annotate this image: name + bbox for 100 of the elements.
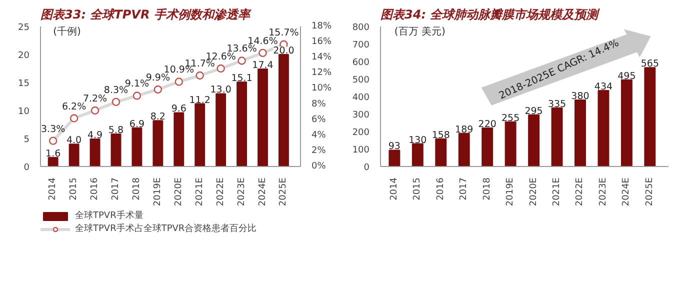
x-tick-label: 2023E	[236, 177, 247, 206]
bar	[258, 68, 268, 166]
x-tick-label: 2016	[436, 177, 446, 200]
bar	[278, 54, 289, 166]
y-tick-label: 700	[352, 40, 370, 50]
y-tick-label: 400	[352, 93, 370, 103]
legend-label: 全球TPVR手术量	[75, 210, 144, 222]
y2-tick-label: 0%	[312, 162, 326, 172]
data-label: 565	[640, 58, 659, 70]
x-tick-label: 2024E	[622, 177, 632, 206]
y2-tick-label: 18%	[312, 22, 332, 32]
bar	[236, 81, 248, 166]
bar	[174, 112, 184, 166]
y2-tick-label: 14%	[312, 52, 332, 63]
point	[174, 78, 183, 86]
data-label: 295	[524, 106, 543, 117]
y-tick-label: 20	[18, 51, 30, 61]
data-label: 130	[408, 134, 427, 146]
x-tick-label: 2025E	[644, 177, 655, 206]
x-tick-label: 2023E	[598, 177, 608, 206]
x-tick-label: 2019E	[506, 177, 516, 206]
x-tick-label: 2018	[482, 177, 492, 200]
data-label: 9.6	[171, 104, 186, 115]
x-tick-label: 2022E	[575, 177, 586, 206]
x-tick-label: 2014	[389, 177, 400, 200]
y-tick-label: 100	[352, 146, 370, 156]
data-label: 4.9	[87, 130, 103, 142]
data-label: 434	[594, 82, 613, 93]
data-label: 255	[502, 112, 520, 124]
bar	[412, 143, 424, 166]
y-axis-title: (千例)	[53, 26, 81, 38]
x-tick-label: 2019E	[152, 177, 163, 206]
y2-tick-label: 2%	[312, 146, 326, 156]
bar	[458, 132, 470, 166]
bar	[194, 103, 206, 166]
legend-label: 全球TPVR手术占全球TPVR合资格患者百分比	[75, 222, 257, 235]
data-label: 11.2	[189, 94, 210, 106]
y-tick-label: 5	[24, 135, 30, 145]
chart-title: 图表34: 全球肺动脉瓣膜市场规模及预测	[380, 8, 600, 22]
data-label: 13.0	[210, 84, 232, 96]
y-tick-label: 300	[352, 110, 370, 120]
bar	[598, 90, 610, 166]
bar	[110, 134, 122, 166]
data-label: 189	[455, 124, 474, 136]
y-tick-label: 500	[352, 76, 370, 86]
data-label: 15.7%	[268, 27, 299, 38]
data-label: 6.9	[129, 118, 145, 130]
y2-tick-label: 16%	[312, 37, 332, 48]
data-label: 5.8	[108, 125, 124, 136]
x-tick-label: 2020E	[174, 177, 184, 206]
y2-tick-label: 6%	[312, 114, 326, 125]
y2-tick-label: 8%	[312, 99, 326, 110]
point	[196, 71, 204, 80]
data-label: 17.4	[252, 60, 274, 72]
data-label: 93	[388, 141, 400, 152]
bar	[132, 127, 142, 166]
y2-tick-label: 10%	[312, 84, 332, 94]
x-tick-label: 2022E	[216, 177, 226, 206]
point	[70, 114, 78, 122]
x-tick-label: 2016	[90, 177, 100, 200]
bar	[482, 128, 494, 166]
x-tick-label: 2014	[48, 177, 58, 200]
bar	[216, 93, 226, 166]
data-label: 8.3%	[104, 84, 128, 96]
point	[154, 85, 162, 94]
y-tick-label: 600	[352, 58, 370, 68]
y-tick-label: 15	[18, 79, 30, 89]
point	[132, 92, 142, 100]
y2-tick-label: 4%	[312, 130, 326, 140]
bar	[48, 157, 58, 166]
bar	[435, 138, 447, 166]
y-tick-label: 10	[18, 107, 30, 117]
x-tick-label: 2017	[459, 178, 470, 200]
data-label: 158	[432, 130, 450, 141]
data-label: 20.0	[273, 46, 294, 56]
bar	[388, 150, 400, 166]
data-label: 220	[478, 119, 496, 130]
point	[48, 136, 58, 145]
x-tick-label: 2021E	[552, 177, 562, 206]
bar	[152, 120, 164, 166]
y-tick-label: 0	[364, 163, 370, 173]
x-tick-label: 2015	[412, 178, 423, 200]
y-tick-label: 200	[352, 128, 370, 138]
point	[216, 64, 225, 73]
data-label: 380	[571, 91, 590, 102]
bar	[574, 100, 586, 166]
point	[90, 106, 100, 115]
bar	[620, 79, 632, 166]
y-tick-label: 25	[18, 23, 30, 33]
bar	[528, 114, 540, 166]
y-tick-label: 0	[24, 163, 30, 173]
x-tick-label: 2021E	[194, 177, 205, 206]
data-label: 4.0	[66, 135, 82, 146]
y-tick-label: 800	[352, 23, 370, 33]
x-tick-label: 2018	[132, 177, 142, 200]
data-label: 15.1	[231, 72, 252, 84]
chart-title: 图表33: 全球TPVR 手术例数和渗透率	[40, 8, 252, 22]
point	[238, 56, 246, 65]
data-label: 335	[548, 98, 566, 110]
data-label: 3.3%	[41, 124, 66, 135]
